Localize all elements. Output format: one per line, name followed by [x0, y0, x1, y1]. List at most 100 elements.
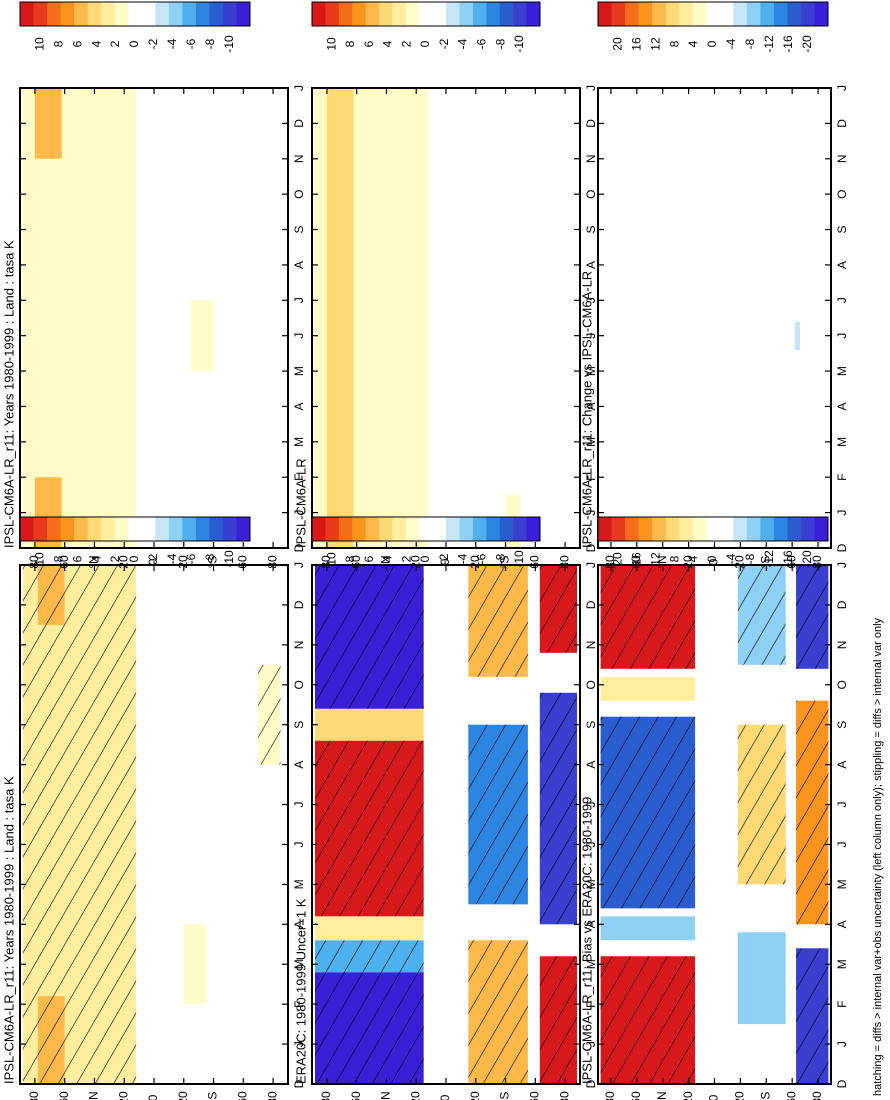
hatching [468, 940, 528, 1084]
lat-label: 80 [27, 555, 41, 569]
colorbar-swatch [706, 517, 721, 541]
colorbar-label: 0 [418, 40, 432, 47]
colorbar-label: -2 [146, 38, 160, 49]
month-label: J [584, 85, 598, 91]
lat-label: 80 [557, 1091, 571, 1100]
colorbar-label: 4 [89, 40, 103, 47]
month-label: M [584, 879, 598, 889]
month-label: M [835, 879, 849, 889]
month-label: O [584, 189, 598, 198]
lat-label: °N [87, 555, 101, 568]
colorbar-swatch [365, 517, 380, 541]
colorbar-swatch [392, 2, 407, 26]
month-label: J [292, 510, 306, 516]
month-label: D [292, 1079, 306, 1088]
lat-label: 80 [603, 1091, 617, 1100]
colorbar-label: 12 [648, 37, 662, 51]
hatching [600, 716, 696, 909]
hatching [37, 565, 65, 625]
colorbar-label: -8 [743, 553, 757, 564]
lat-label: 0 [707, 558, 721, 565]
colorbar-label: -12 [762, 550, 776, 568]
colorbar-swatch [625, 2, 639, 26]
hatching [737, 724, 786, 885]
colorbar-swatch [168, 517, 183, 541]
lat-label: 20 [733, 1091, 747, 1100]
lat-label: 20 [468, 555, 482, 569]
month-label: J [292, 85, 306, 91]
colorbar-frame [19, 516, 251, 542]
field-region [34, 88, 62, 159]
colorbar-swatch [379, 2, 393, 26]
month-label: J [292, 297, 306, 303]
colorbar-swatch [432, 2, 447, 26]
month-label: O [292, 189, 306, 198]
colorbar-swatch [128, 517, 143, 541]
lat-label: °N [87, 1091, 101, 1100]
month-label: D [584, 600, 598, 609]
hatching [314, 565, 424, 709]
colorbar-label: -8 [493, 38, 507, 49]
colorbar-swatch [155, 517, 170, 541]
colorbar-label: 0 [127, 555, 141, 562]
colorbar-row3: 20 16 12 8 4 0 -4 -8 -12 -16 -20 [597, 1, 829, 53]
month-label: A [584, 920, 598, 928]
colorbar-frame [311, 1, 541, 27]
month-label: D [584, 119, 598, 128]
colorbar-swatch [486, 2, 501, 26]
colorbar-swatch [773, 2, 788, 26]
month-label: A [292, 402, 306, 410]
colorbar-swatch [195, 2, 210, 26]
colorbar-row1: 10 8 6 4 2 0 -2 -4 -6 -8 -10 [19, 1, 251, 53]
colorbar-swatch [20, 2, 34, 26]
colorbar-swatch [472, 2, 487, 26]
colorbar-swatch [236, 517, 251, 541]
colorbar-swatch [419, 517, 434, 541]
month-label: N [584, 641, 598, 650]
month-label: S [292, 721, 306, 729]
lat-label: 80 [319, 1091, 333, 1100]
lat-label: °S [498, 1092, 512, 1100]
colorbar-swatch [814, 517, 829, 541]
colorbar-swatch [33, 2, 48, 26]
colorbar-row1: 10 8 6 4 2 0 -2 -4 -6 -8 -10 [19, 516, 251, 568]
colorbar-label: 2 [399, 40, 413, 47]
colorbar-label: 10 [324, 552, 338, 566]
colorbar-swatch [325, 2, 340, 26]
colorbar-swatch [719, 517, 734, 541]
month-label: S [584, 721, 598, 729]
panel-title: IPSL-CM6A-LR_r11: Years 1980-1999 : Land… [1, 240, 16, 548]
footnote: hatching = diffs > internal var+obs unce… [872, 617, 884, 1096]
colorbar-swatch [719, 2, 734, 26]
month-label: M [584, 366, 598, 376]
colorbar-swatch [800, 2, 815, 26]
panel-title: IPSL-CM6A-LR_r11: Change vs IPSL-CM6A-LR [579, 271, 594, 548]
colorbar-label: -20 [800, 550, 814, 568]
colorbar-swatch [598, 2, 612, 26]
colorbar-label: 8 [343, 555, 357, 562]
hatching [258, 664, 281, 765]
lat-label: 60 [349, 1091, 363, 1100]
month-label: A [835, 761, 849, 769]
colorbar-swatch [222, 517, 237, 541]
lat-label: 80 [810, 1091, 824, 1100]
panel-6: D J F M A M J J A S O N D J 80 60 °N 20 0 20 °S 60 80 IPSL-CM6A… [579, 85, 849, 569]
month-label: F [584, 1000, 598, 1007]
colorbar-swatch [87, 2, 102, 26]
field-region [737, 932, 786, 1025]
colorbar-label: 2 [108, 40, 122, 47]
lat-label: 80 [265, 1091, 279, 1100]
colorbar-swatch [47, 517, 61, 541]
colorbar-swatch [679, 517, 694, 541]
colorbar-label: -10 [512, 550, 526, 568]
lat-label: 20 [116, 555, 130, 569]
month-label: S [292, 226, 306, 234]
colorbar-label: 8 [343, 40, 357, 47]
colorbar-swatch [47, 2, 61, 26]
colorbar-label: -10 [512, 35, 526, 53]
month-label: F [292, 474, 306, 481]
month-label: J [835, 562, 849, 568]
month-label: M [292, 366, 306, 376]
colorbar-swatch [446, 2, 460, 26]
lat-label: 60 [629, 1091, 643, 1100]
